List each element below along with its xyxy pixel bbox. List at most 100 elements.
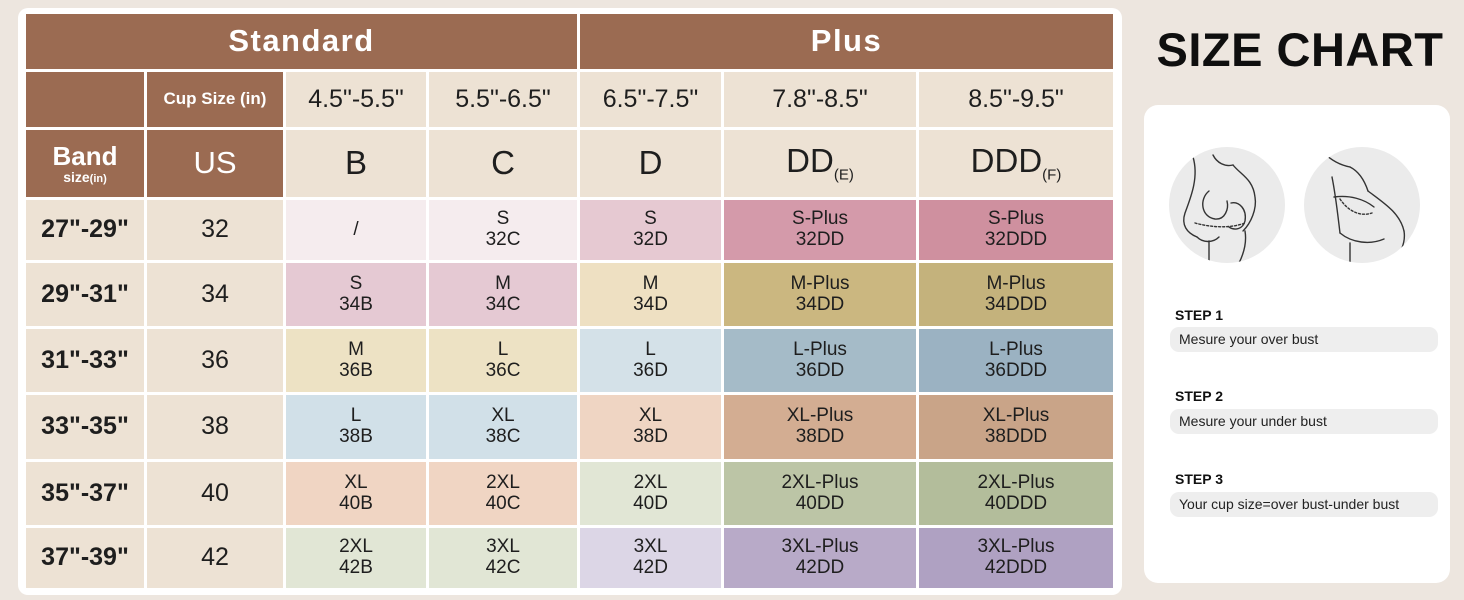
- size-cell: XL 38C: [429, 395, 577, 459]
- size-cell: S-Plus 32DDD: [919, 200, 1113, 260]
- size-name: L-Plus: [793, 338, 847, 360]
- size-name: L-Plus: [989, 338, 1043, 360]
- band-range-label: 31"-33": [41, 345, 129, 374]
- band-range-cell: 27"-29": [26, 200, 144, 260]
- size-name: XL: [344, 471, 368, 493]
- us-header: US: [147, 130, 283, 197]
- cup-letter-cell: B: [286, 130, 426, 197]
- standard-group-label: Standard: [228, 23, 375, 59]
- cup-range-cell: 6.5"-7.5": [580, 72, 721, 127]
- standard-group-header: Standard: [26, 14, 577, 69]
- size-cell: 2XL 40D: [580, 462, 721, 525]
- plus-group-header: Plus: [580, 14, 1113, 69]
- size-name: 2XL: [339, 536, 373, 558]
- size-code: 40DD: [795, 492, 845, 514]
- size-table-card: Standard Plus Cup Size (in) 4.5"-5.5" 5.5"-6…: [18, 8, 1122, 595]
- header-corner: [26, 72, 144, 127]
- cup-range-label: 7.8"-8.5": [772, 84, 868, 113]
- size-name: M: [495, 272, 511, 294]
- size-name: XL: [638, 405, 663, 427]
- cup-range-label: 5.5"-6.5": [455, 84, 551, 113]
- size-cell: XL-Plus 38DDD: [919, 395, 1113, 459]
- size-code: 40B: [339, 492, 373, 514]
- size-cell: 2XL 42B: [286, 528, 426, 588]
- us-size-label: 40: [201, 478, 229, 507]
- page-title: SIZE CHART: [1156, 23, 1444, 76]
- step-label: STEP 3: [1175, 471, 1223, 487]
- step-description: Mesure your over bust: [1170, 327, 1438, 352]
- size-name: S-Plus: [792, 208, 848, 230]
- size-cell: 2XL-Plus 40DD: [724, 462, 916, 525]
- size-code: 38D: [633, 426, 668, 447]
- size-code: 42B: [339, 557, 373, 578]
- band-range-label: 29"-31": [41, 279, 129, 308]
- size-name: 3XL-Plus: [781, 536, 859, 558]
- band-range-cell: 35"-37": [26, 462, 144, 525]
- band-range-cell: 37"-39": [26, 528, 144, 588]
- band-range-label: 35"-37": [41, 478, 129, 507]
- over-bust-measure-illustration-icon: [1169, 147, 1285, 263]
- cup-letter-cell: DDD(F): [919, 130, 1113, 197]
- cup-range-label: 4.5"-5.5": [308, 84, 404, 113]
- size-cell: M-Plus 34DDD: [919, 263, 1113, 326]
- step-label: STEP 2: [1175, 388, 1223, 404]
- cup-range-cell: 4.5"-5.5": [286, 72, 426, 127]
- size-code: 42C: [485, 557, 521, 578]
- band-range-cell: 29"-31": [26, 263, 144, 326]
- cup-letter: D: [638, 144, 663, 182]
- cup-letter: DDD(F): [970, 141, 1062, 184]
- size-cell: M 34D: [580, 263, 721, 326]
- size-name: 3XL: [633, 536, 668, 558]
- size-name: S: [496, 208, 510, 230]
- size-cell: M-Plus 34DD: [724, 263, 916, 326]
- size-code: 38DDD: [984, 426, 1048, 447]
- size-name: /: [353, 218, 359, 240]
- size-name: S: [644, 208, 657, 230]
- band-range-label: 27"-29": [41, 215, 129, 244]
- size-code: 38DD: [795, 426, 845, 447]
- us-size-label: 42: [201, 543, 229, 572]
- us-size-cell: 38: [147, 395, 283, 459]
- size-cell: M 34C: [429, 263, 577, 326]
- size-cell: S 32C: [429, 200, 577, 260]
- cup-letter-cell: D: [580, 130, 721, 197]
- plus-group-label: Plus: [810, 23, 883, 59]
- size-name: 2XL-Plus: [977, 471, 1055, 493]
- size-cell: L 36D: [580, 329, 721, 392]
- band-range-label: 37"-39": [41, 543, 129, 572]
- cup-size-header: Cup Size (in): [147, 72, 283, 127]
- size-cell: L-Plus 36DDD: [919, 329, 1113, 392]
- us-size-label: 38: [201, 412, 229, 441]
- size-cell: XL 40B: [286, 462, 426, 525]
- cup-range-cell: 8.5"-9.5": [919, 72, 1113, 127]
- size-cell: S 32D: [580, 200, 721, 260]
- size-cell: S 34B: [286, 263, 426, 326]
- size-cell: L-Plus 36DD: [724, 329, 916, 392]
- size-code: 38B: [339, 426, 373, 447]
- size-code: 40DDD: [984, 492, 1048, 514]
- us-size-label: 34: [201, 279, 229, 308]
- cup-range-cell: 5.5"-6.5": [429, 72, 577, 127]
- step-description: Mesure your under bust: [1170, 409, 1438, 434]
- size-code: 36DD: [795, 359, 845, 381]
- size-cell: L 36C: [429, 329, 577, 392]
- size-code: 34D: [633, 293, 668, 315]
- size-code: 32C: [485, 229, 521, 250]
- us-label: US: [193, 145, 237, 181]
- size-code: 34DDD: [984, 293, 1048, 315]
- size-cell: S-Plus 32DD: [724, 200, 916, 260]
- size-cell: 3XL-Plus 42DD: [724, 528, 916, 588]
- size-cell: 2XL-Plus 40DDD: [919, 462, 1113, 525]
- us-size-label: 32: [201, 215, 229, 244]
- size-name: S-Plus: [988, 208, 1044, 230]
- cup-range-cell: 7.8"-8.5": [724, 72, 916, 127]
- size-cell: 3XL 42D: [580, 528, 721, 588]
- size-name: 2XL-Plus: [781, 471, 859, 493]
- size-code: 38C: [485, 426, 521, 447]
- band-range-label: 33"-35": [41, 412, 129, 441]
- size-code: 34B: [339, 293, 373, 315]
- cup-letter: DD(E): [786, 141, 854, 184]
- size-code: 40C: [485, 492, 521, 514]
- size-name: L: [497, 338, 509, 360]
- us-size-label: 36: [201, 345, 229, 374]
